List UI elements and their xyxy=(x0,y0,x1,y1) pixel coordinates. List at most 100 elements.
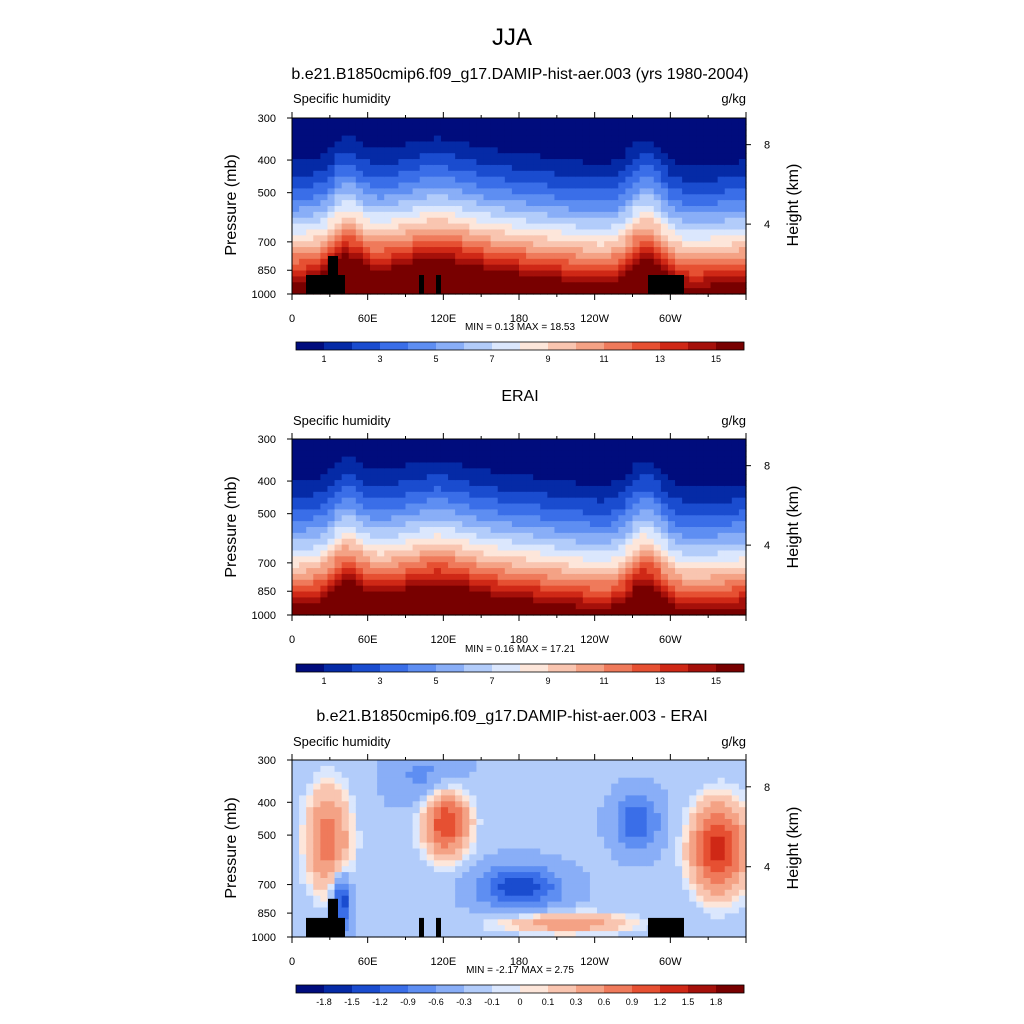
field-cell xyxy=(405,206,414,213)
field-cell xyxy=(667,474,676,481)
field-cell xyxy=(724,129,733,137)
field-cell xyxy=(483,538,492,546)
field-cell xyxy=(710,579,719,587)
field-cell xyxy=(675,223,683,231)
field-cell xyxy=(490,591,499,598)
field-cell xyxy=(426,597,435,604)
field-cell xyxy=(327,439,336,446)
field-cell xyxy=(738,503,747,510)
field-cell xyxy=(682,515,690,522)
field-cell xyxy=(511,170,520,178)
field-cell xyxy=(689,123,697,131)
field-cell xyxy=(370,450,378,458)
field-cell xyxy=(490,194,499,201)
field-cell xyxy=(440,229,449,236)
field-cell xyxy=(334,170,343,178)
field-cell xyxy=(483,795,492,802)
field-cell xyxy=(426,532,435,540)
field-cell xyxy=(455,760,463,767)
field-cell xyxy=(511,444,520,452)
field-cell xyxy=(306,129,314,137)
field-cell xyxy=(292,568,300,575)
field-cell xyxy=(710,288,719,295)
field-cell xyxy=(675,527,683,534)
field-cell xyxy=(504,907,513,914)
field-cell xyxy=(455,895,463,903)
field-cell xyxy=(348,491,357,499)
field-cell xyxy=(391,597,399,604)
field-cell xyxy=(568,270,577,277)
field-cell xyxy=(519,777,527,785)
field-cell xyxy=(533,141,541,148)
field-cell xyxy=(355,270,364,277)
field-cell xyxy=(660,538,669,546)
field-cell xyxy=(533,444,541,452)
field-cell xyxy=(412,258,421,266)
field-cell xyxy=(589,141,598,148)
field-cell xyxy=(462,609,470,616)
field-cell xyxy=(355,836,364,844)
field-cell xyxy=(327,813,336,820)
y-tick-label: 1000 xyxy=(252,610,276,622)
field-cell xyxy=(504,860,513,867)
field-cell xyxy=(384,819,392,826)
field-cell xyxy=(483,807,492,814)
field-cell xyxy=(710,468,719,475)
field-cell xyxy=(412,468,421,475)
field-cell xyxy=(299,521,307,528)
field-cell xyxy=(448,777,456,785)
field-cell xyxy=(320,848,329,855)
field-cell xyxy=(696,200,705,207)
field-cell xyxy=(589,276,598,283)
field-cell xyxy=(731,480,740,487)
field-cell xyxy=(334,176,343,184)
field-cell xyxy=(306,795,314,802)
field-cell xyxy=(455,206,463,213)
field-cell xyxy=(334,135,343,143)
field-cell xyxy=(469,925,478,932)
field-cell xyxy=(533,282,541,289)
field-cell xyxy=(490,153,499,160)
field-cell xyxy=(426,164,435,172)
field-cell xyxy=(462,176,470,184)
field-cell xyxy=(377,573,385,581)
field-cell xyxy=(519,819,527,826)
field-cell xyxy=(320,147,329,154)
field-cell xyxy=(292,288,300,295)
field-cell xyxy=(334,907,343,914)
field-cell xyxy=(426,118,435,125)
field-cell xyxy=(292,765,300,773)
field-cell xyxy=(483,836,492,844)
field-cell xyxy=(497,562,506,569)
field-cell xyxy=(660,562,669,569)
field-cell xyxy=(717,509,726,516)
field-cell xyxy=(497,765,506,773)
field-cell xyxy=(448,760,456,767)
field-cell xyxy=(384,573,392,581)
field-cell xyxy=(675,480,683,487)
field-cell xyxy=(561,527,570,534)
field-cell xyxy=(731,170,740,178)
field-cell xyxy=(504,795,513,802)
field-cell xyxy=(504,872,513,879)
field-cell xyxy=(519,515,527,522)
field-cell xyxy=(320,182,329,189)
field-cell xyxy=(696,264,705,272)
field-cell xyxy=(405,497,414,505)
field-cell xyxy=(632,503,641,510)
field-cell xyxy=(292,830,300,838)
field-cell xyxy=(299,135,307,143)
field-cell xyxy=(724,235,733,242)
field-cell xyxy=(391,211,399,219)
y-right-axis-label: Height (km) xyxy=(785,164,802,247)
field-cell xyxy=(448,532,456,540)
field-cell xyxy=(738,573,747,581)
field-cell xyxy=(653,497,662,505)
field-cell xyxy=(292,170,300,178)
field-cell xyxy=(554,282,563,289)
field-cell xyxy=(341,229,350,236)
field-cell xyxy=(575,444,584,452)
colorbar-swatch xyxy=(604,664,633,672)
field-cell xyxy=(653,164,662,172)
field-cell xyxy=(526,521,534,528)
